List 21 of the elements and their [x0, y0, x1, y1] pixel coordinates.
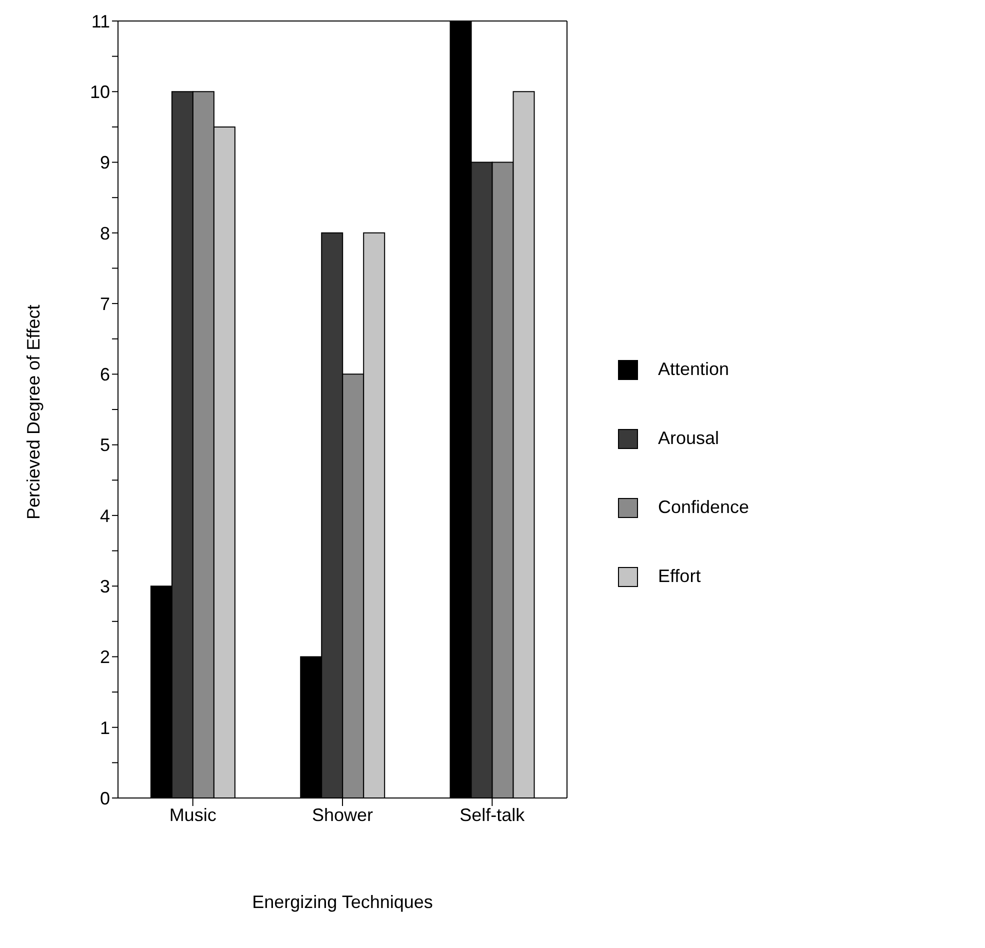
y-tick-label: 10: [90, 82, 110, 102]
legend-label: Attention: [658, 359, 730, 380]
x-tick-label: Shower: [312, 804, 374, 825]
x-axis-title: Energizing Techniques: [252, 892, 433, 912]
x-tick-label: Music: [169, 804, 216, 825]
y-tick-label: 2: [100, 647, 110, 668]
y-tick-label: 0: [100, 788, 110, 808]
y-axis-title: Percieved Degree of Effect: [23, 304, 44, 520]
y-tick-label: 7: [100, 294, 110, 314]
y-tick-label: 1: [100, 718, 110, 738]
y-tick-label: 4: [100, 506, 110, 526]
x-tick-label: Self-talk: [460, 804, 526, 825]
y-tick-label: 8: [100, 223, 110, 244]
legend-label: Arousal: [658, 428, 720, 449]
y-tick-label: 5: [100, 435, 110, 456]
y-tick-label: 6: [100, 364, 110, 385]
legend-label: Confidence: [658, 497, 750, 518]
y-tick-label: 3: [100, 576, 110, 596]
y-tick-label: 9: [100, 152, 110, 173]
y-tick-label: 11: [91, 11, 110, 32]
legend-label: Effort: [658, 566, 701, 587]
